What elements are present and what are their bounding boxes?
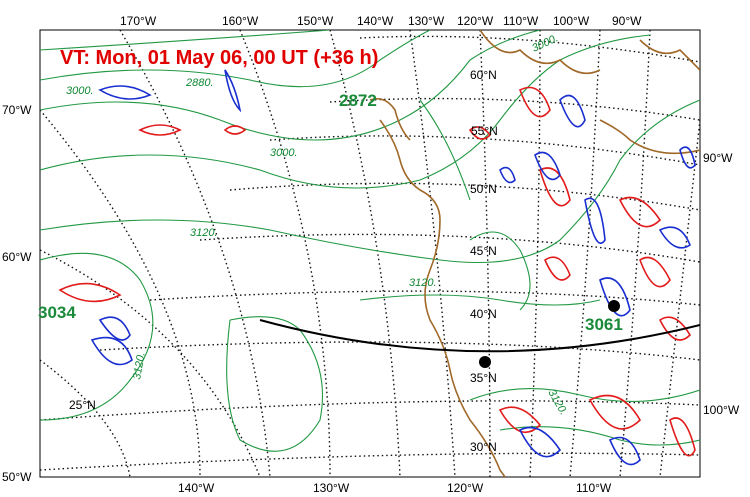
top-lon-label: 140°W bbox=[357, 14, 394, 28]
track-point-1 bbox=[479, 356, 491, 368]
top-lon-label: 120°W bbox=[457, 14, 494, 28]
height-contour-label: 3120. bbox=[131, 351, 148, 380]
lat-label: 40°N bbox=[470, 307, 497, 321]
red-contours bbox=[58, 86, 696, 457]
right-lon-label: 100°W bbox=[703, 403, 740, 417]
trajectory-line bbox=[259, 319, 700, 353]
height-contour-label: 2880. bbox=[185, 77, 214, 89]
height-contour-label: 3000. bbox=[66, 85, 94, 97]
top-lon-label: 160°W bbox=[222, 14, 259, 28]
lat-label: 35°N bbox=[470, 371, 497, 385]
map-title: VT: Mon, 01 May 06, 00 UT (+36 h) bbox=[60, 47, 378, 69]
lat-label: 55°N bbox=[471, 124, 498, 138]
left-lon-label: 70°W bbox=[2, 103, 32, 117]
height-contour-label: 3120. bbox=[190, 227, 218, 239]
bottom-lon-label: 120°W bbox=[447, 481, 484, 495]
lat-label: 25°N bbox=[69, 398, 96, 412]
height-center-value: 2872 bbox=[339, 91, 377, 110]
height-contour-label: 3000. bbox=[270, 147, 298, 159]
height-center-value: 3034 bbox=[38, 303, 76, 322]
top-lon-label: 150°W bbox=[297, 14, 334, 28]
lat-label: 60°N bbox=[470, 68, 497, 82]
lat-label: 50°N bbox=[470, 182, 497, 196]
top-lon-label: 130°W bbox=[408, 14, 445, 28]
height-contour-label: 3000. bbox=[530, 32, 560, 55]
height-contour-label: 3120. bbox=[409, 277, 437, 289]
longitude-gridlines bbox=[40, 30, 700, 477]
coastline bbox=[369, 30, 700, 477]
bottom-lon-label: 110°W bbox=[576, 481, 612, 495]
top-lon-label: 110°W bbox=[503, 14, 539, 28]
top-lon-label: 170°W bbox=[120, 14, 157, 28]
lat-label: 30°N bbox=[470, 440, 497, 454]
lat-label: 45°N bbox=[470, 244, 497, 258]
blue-contours bbox=[90, 69, 696, 466]
plot-border bbox=[39, 29, 701, 478]
bottom-lon-label: 130°W bbox=[313, 481, 350, 495]
track-point-2 bbox=[608, 300, 620, 312]
height-center-value: 3061 bbox=[585, 315, 623, 334]
left-lon-label: 60°W bbox=[2, 250, 32, 264]
bottom-lon-label: 140°W bbox=[178, 481, 215, 495]
top-lon-label: 100°W bbox=[553, 14, 590, 28]
left-lon-label: 50°W bbox=[2, 470, 32, 484]
top-lon-label: 90°W bbox=[612, 14, 642, 28]
right-lon-label: 90°W bbox=[703, 151, 733, 165]
